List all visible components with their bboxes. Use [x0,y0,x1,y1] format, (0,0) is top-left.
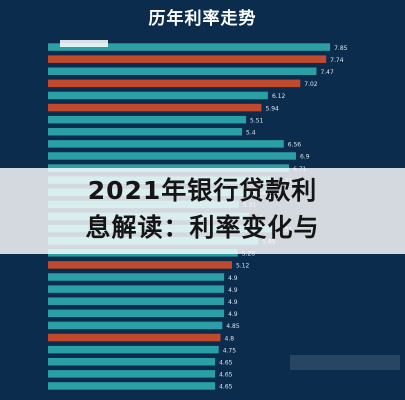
bar [48,321,223,330]
value-label: 6.9 [300,154,310,161]
article-title: 2021年银行贷款利 息解读：利率变化与 [85,176,320,242]
value-label: 5.12 [236,263,250,270]
bar [48,43,331,51]
value-label: 4.9 [228,311,238,318]
bar [48,273,225,281]
value-label: 7.47 [320,69,334,76]
chart-title: 历年利率走势 [148,9,257,29]
bar [48,128,243,136]
bar [48,309,225,318]
value-label: 4.65 [219,384,233,391]
article-title-banner: 2021年银行贷款利 息解读：利率变化与 [0,168,405,254]
value-label: 5.51 [250,117,264,124]
legend-background [60,40,108,47]
bar [48,333,221,342]
value-label: 5.4 [246,130,256,137]
bar [48,297,225,305]
value-label: 4.9 [228,299,238,306]
bar [48,261,232,269]
value-label: 6.12 [272,93,286,100]
value-label: 6.56 [288,142,302,149]
bar [48,357,216,366]
bar [48,67,317,76]
value-label: 4.75 [223,347,237,354]
bar [48,79,301,88]
chart-legend [60,40,108,47]
publisher-logo [290,355,400,370]
bar [48,345,219,354]
bar [48,285,225,293]
value-label: 7.74 [330,57,344,64]
bar [48,103,262,112]
value-label: 4.9 [228,287,238,294]
value-label: 4.65 [219,372,233,379]
bar [48,115,247,124]
value-label: 7.02 [304,81,318,88]
value-label: 7.85 [334,45,348,52]
bar [48,91,268,100]
value-label: 4.65 [219,359,233,366]
value-label: 5.94 [265,105,279,112]
value-label: 4.85 [226,323,240,330]
bar [48,382,216,390]
bar [48,140,284,148]
bar [48,152,296,160]
bar [48,55,327,63]
value-label: 5.28 [242,251,256,258]
bar [48,370,216,378]
value-label: 4.9 [228,275,238,282]
value-label: 4.8 [225,335,235,342]
